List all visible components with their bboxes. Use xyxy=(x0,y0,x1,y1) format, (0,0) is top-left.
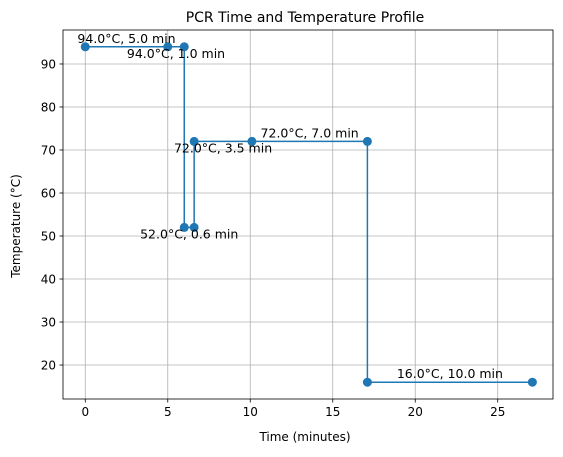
x-axis-ticks: 0 5 10 15 20 25 xyxy=(81,399,505,419)
y-tick-label: 80 xyxy=(41,100,56,114)
y-tick-label: 90 xyxy=(41,57,56,71)
annotation-label: 94.0°C, 5.0 min xyxy=(77,31,175,46)
x-tick-label: 10 xyxy=(243,405,258,419)
chart-title: PCR Time and Temperature Profile xyxy=(186,10,425,26)
grid xyxy=(63,30,553,399)
axes-frame xyxy=(62,29,554,400)
data-point xyxy=(362,377,372,387)
y-tick-label: 20 xyxy=(41,359,56,373)
y-tick-label: 50 xyxy=(41,230,56,244)
y-axis-ticks: 20 30 40 50 60 70 80 90 xyxy=(41,57,63,373)
data-point xyxy=(179,42,189,52)
x-tick-label: 25 xyxy=(490,405,505,419)
annotation-label: 72.0°C, 7.0 min xyxy=(261,125,359,140)
series-points xyxy=(80,42,537,387)
x-tick-label: 20 xyxy=(408,405,423,419)
y-tick-label: 30 xyxy=(41,316,56,330)
x-tick-label: 0 xyxy=(81,405,89,419)
series-line xyxy=(85,46,533,383)
data-point xyxy=(189,136,199,146)
annotation-label: 72.0°C, 3.5 min xyxy=(174,140,272,155)
x-tick-label: 15 xyxy=(325,405,340,419)
y-tick-label: 40 xyxy=(41,273,56,287)
data-point xyxy=(163,42,173,52)
data-point xyxy=(527,377,537,387)
x-tick-label: 5 xyxy=(164,405,172,419)
data-point xyxy=(179,222,189,232)
y-axis-label: Temperature (°C) xyxy=(9,174,23,279)
data-point xyxy=(189,222,199,232)
annotation-label: 52.0°C, 0.6 min xyxy=(140,226,238,241)
data-point xyxy=(80,42,90,52)
data-point xyxy=(247,136,257,146)
series-lines xyxy=(85,46,533,383)
y-tick-label: 60 xyxy=(41,186,56,200)
annotation-label: 94.0°C, 1.0 min xyxy=(127,46,225,61)
y-tick-label: 70 xyxy=(41,143,56,157)
x-axis-label: Time (minutes) xyxy=(258,430,350,444)
annotation-label: 16.0°C, 10.0 min xyxy=(397,366,503,381)
data-point xyxy=(362,136,372,146)
